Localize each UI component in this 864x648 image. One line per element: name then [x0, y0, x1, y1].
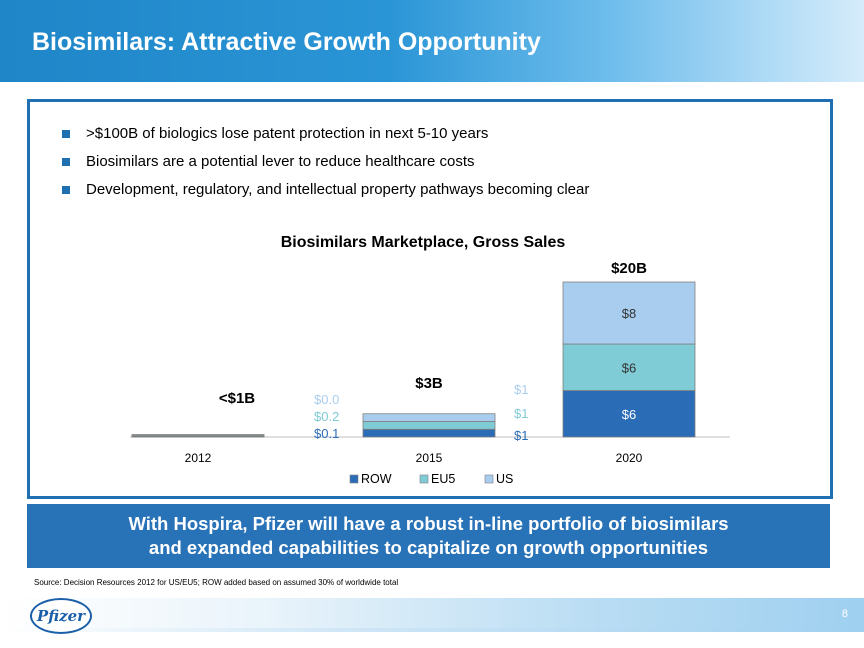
data-label-row-2012: $0.1: [314, 426, 339, 441]
page-number: 8: [841, 608, 848, 620]
data-label-eu5-2020: $6: [622, 360, 636, 375]
legend-swatch-eu5: [419, 474, 429, 484]
bar-row-2015: [362, 428, 496, 438]
page-title: Biosimilars: Attractive Growth Opportuni…: [32, 28, 541, 56]
legend-label-row: ROW: [361, 472, 392, 486]
legend-label-us: US: [496, 472, 513, 486]
legend-swatch-row: [349, 474, 359, 484]
total-label-2020: $20B: [611, 260, 647, 277]
header-bar: Biosimilars: Attractive Growth Opportuni…: [0, 0, 864, 82]
data-label-eu5-2015: $1: [514, 406, 528, 421]
total-label-2012: <$1B: [219, 390, 255, 407]
data-label-us-2012: $0.0: [314, 392, 339, 407]
banner-line-1: With Hospira, Pfizer will have a robust …: [128, 513, 729, 534]
bullet-item: >$100B of biologics lose patent protecti…: [62, 120, 589, 148]
callout-banner: With Hospira, Pfizer will have a robust …: [27, 504, 830, 568]
x-tick-label-2015: 2015: [416, 451, 443, 465]
pfizer-logo: Pfizer: [30, 598, 92, 634]
bar-eu5-2015: [362, 421, 496, 430]
data-label-us-2015: $1: [514, 382, 528, 397]
data-label-us-2020: $8: [622, 306, 636, 321]
x-tick-label-2020: 2020: [616, 451, 643, 465]
footer-divider: [0, 628, 864, 632]
data-label-eu5-2012: $0.2: [314, 409, 339, 424]
legend-label-eu5: EU5: [431, 472, 455, 486]
bar-us-2015: [362, 413, 496, 422]
bullet-list: >$100B of biologics lose patent protecti…: [62, 120, 589, 204]
footer-bar: [0, 598, 864, 628]
x-tick-label-2012: 2012: [185, 451, 212, 465]
bullet-item: Biosimilars are a potential lever to red…: [62, 148, 589, 176]
total-label-2015: $3B: [415, 375, 443, 392]
bullet-square-icon: [62, 130, 70, 138]
source-note: Source: Decision Resources 2012 for US/E…: [34, 578, 399, 587]
bar-us-2020: [562, 281, 696, 345]
data-label-row-2020: $6: [622, 407, 636, 422]
data-label-row-2015: $1: [514, 428, 528, 443]
bullet-item: Development, regulatory, and intellectua…: [62, 176, 589, 204]
banner-line-2: and expanded capabilities to capitalize …: [148, 537, 709, 558]
content-panel: >$100B of biologics lose patent protecti…: [27, 99, 833, 499]
bar-eu5-2020: [562, 343, 696, 391]
bar-us-2012: [131, 434, 265, 436]
legend-swatch-us: [484, 474, 494, 484]
bullet-square-icon: [62, 186, 70, 194]
sales-chart: Biosimilars Marketplace, Gross Sales $0.1…: [130, 234, 730, 486]
bar-row-2020: [562, 390, 696, 438]
bullet-square-icon: [62, 158, 70, 166]
chart-title: Biosimilars Marketplace, Gross Sales: [281, 234, 566, 251]
